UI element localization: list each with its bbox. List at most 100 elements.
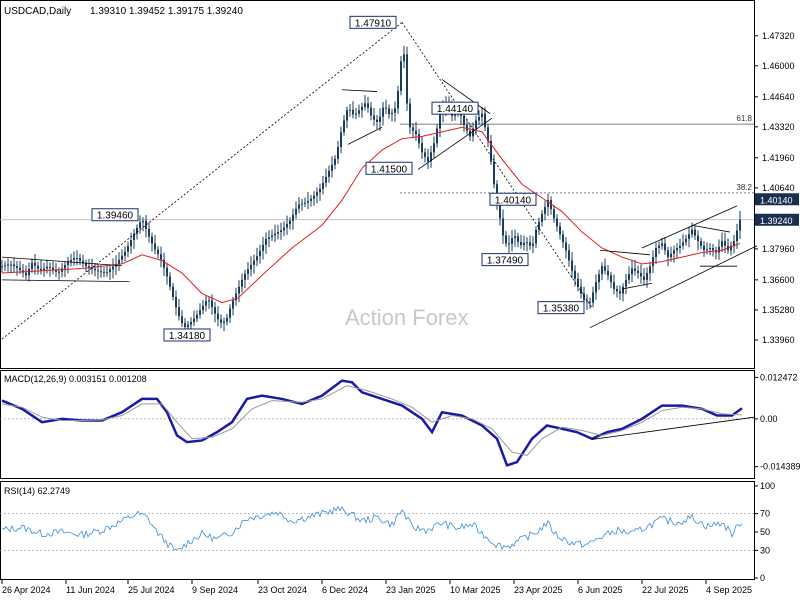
x-tick-label: 23 Oct 2024 [258,585,307,595]
candle-body [82,260,84,264]
macd-panel [0,370,755,479]
trendline-9 [589,245,758,329]
price-label-box [349,15,397,29]
candle-body [220,319,222,323]
candle-body [175,296,177,308]
candle-body [652,257,654,267]
candle-body [358,110,360,114]
candle-body [28,269,30,276]
rsi-tick-label: 0 [760,573,765,583]
candle-body [658,245,660,248]
price-tick-label: 1.44640 [762,92,795,102]
candle-body [382,107,384,117]
x-tick-label: 23 Apr 2025 [514,585,563,595]
candle-body [616,288,618,292]
price-tick-label: 1.47320 [762,31,795,41]
macd-trendline [591,416,755,440]
candle-body [277,232,279,234]
level-price-box [755,193,799,206]
price-label-box [431,101,479,115]
x-tick-label: 6 Dec 2024 [322,585,368,595]
candle-body [40,268,42,271]
candle-body [100,271,102,273]
candle-body [10,264,12,266]
candle-body [574,270,576,279]
candle-body [538,221,540,230]
candle-body [202,305,204,311]
trendline-2 [1,22,403,340]
candle-body [673,250,675,254]
candle-body [628,274,630,280]
candle-body [151,236,153,244]
candle-body [466,125,468,131]
candle-body [31,262,33,270]
candle-body [523,242,525,245]
candle-body [196,314,198,319]
candle-body [463,115,465,126]
candle-body [577,278,579,287]
candle-body [433,143,435,153]
candle-body [289,220,291,225]
watermark: Action Forex [345,305,469,330]
candle-body [511,238,513,244]
candle-body [106,272,108,274]
candle-body [136,227,138,234]
macd-line [1,379,743,467]
candle-body [61,268,63,272]
candle-body [640,273,642,277]
candle-body [70,259,72,262]
candle-body [709,247,711,250]
candle-body [436,128,438,144]
candle-body [421,143,423,153]
price-label-box [481,253,529,267]
candle-body [622,286,624,294]
symbol-label: USDCAD,Daily [4,6,71,17]
candle-body [676,247,678,251]
candle-body [232,300,234,309]
candle-body [736,230,738,242]
price-tick-label: 1.46000 [762,61,795,71]
candle-body [541,213,543,222]
candle-body [394,108,396,113]
candle-body [355,113,357,115]
candle-body [550,200,552,210]
candle-body [1,266,3,268]
candle-body [337,147,339,159]
price-label-box [163,328,211,342]
candle-body [184,323,186,327]
candle-body [199,310,201,315]
candle-body [334,158,336,165]
candle-body [262,244,264,251]
price-label-box [537,301,585,315]
candle-body [553,209,555,219]
candle-body [145,221,147,230]
candle-body [79,258,81,261]
candle-body [376,119,378,122]
candle-body [733,241,735,246]
candle-body [304,202,306,204]
candle-body [298,204,300,209]
candle-body [580,286,582,294]
candle-body [649,266,651,274]
candle-body [58,271,60,273]
candle-body [724,241,726,246]
candle-body [307,200,309,203]
candle-body [373,115,375,120]
candle-body [718,246,720,253]
candle-body [85,263,87,267]
candle-body [385,107,387,109]
candle-body [478,117,480,121]
candle-body [370,107,372,116]
candle-body [148,229,150,237]
candle-body [208,300,210,302]
candle-body [439,113,441,129]
candle-body [418,134,420,144]
candle-body [190,321,192,325]
price-tick-label: 1.33960 [762,335,795,345]
candle-body [589,301,591,303]
candle-body [250,264,252,270]
candle-body [223,321,225,323]
macd-title: MACD(12,26,9) 0.003151 0.001208 [4,374,147,384]
candle-body [37,265,39,269]
price-label-1.37490: 1.37490 [487,256,524,267]
